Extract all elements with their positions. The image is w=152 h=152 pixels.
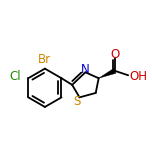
Text: N: N: [81, 63, 89, 76]
Text: O: O: [110, 48, 119, 61]
Text: OH: OH: [130, 70, 148, 83]
Text: Cl: Cl: [10, 70, 21, 83]
Text: Br: Br: [38, 53, 51, 66]
Polygon shape: [99, 68, 116, 78]
Text: S: S: [74, 95, 81, 108]
